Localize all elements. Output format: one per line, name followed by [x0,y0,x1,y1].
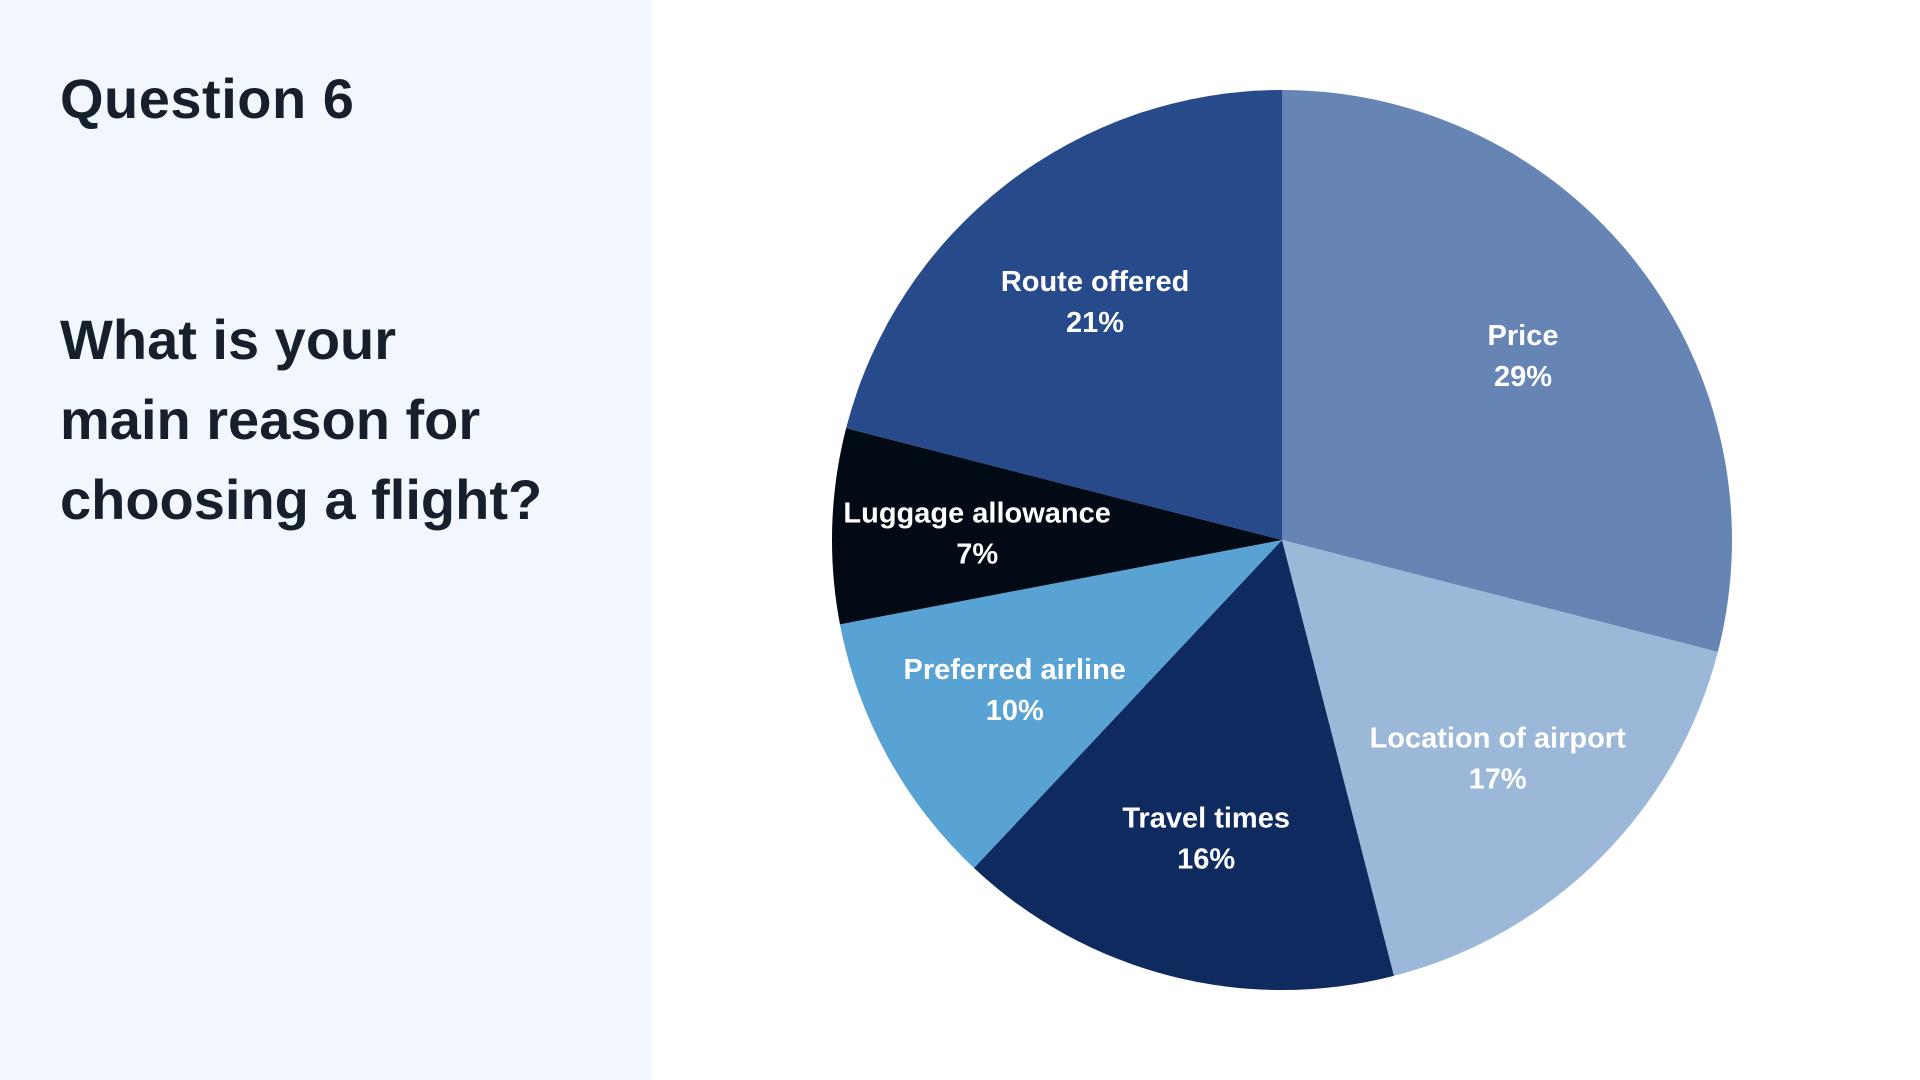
slice-value-travel-times: 16% [1177,843,1235,875]
pie-slice-location-of-airport [1282,540,1718,976]
question-line-2: main reason for [60,388,481,451]
slice-value-luggage-allowance: 7% [956,538,998,570]
question-panel: Question 6 What is your main reason for … [0,0,652,1080]
pie-chart-area: Price 29% Location of airport 17% Travel tim… [652,0,1920,1080]
question-text: What is your main reason for choosing a … [60,300,580,540]
pie-slice-route-offered [846,90,1282,540]
question-number: Question 6 [60,67,355,130]
question-line-3: choosing a flight? [60,468,543,531]
pie-slice-price [1282,90,1732,652]
question-line-1: What is your [60,308,397,371]
pie-slice-luggage-allowance [832,428,1282,625]
pie-labels: Price 29% Location of airport 17% Travel tim… [843,266,1626,875]
slice-value-route-offered: 21% [1066,307,1124,339]
slice-value-location-of-airport: 17% [1469,764,1527,796]
slice-label-location-of-airport: Location of airport [1370,723,1627,755]
slice-value-preferred-airline: 10% [986,695,1044,727]
slice-label-price: Price [1488,320,1559,352]
slice-label-route-offered: Route offered [1001,266,1190,298]
slice-label-preferred-airline: Preferred airline [903,654,1125,686]
slice-value-price: 29% [1494,361,1552,393]
pie-chart: Price 29% Location of airport 17% Travel tim… [832,90,1732,990]
pie-slice-preferred-airline [839,540,1282,869]
slice-label-travel-times: Travel times [1122,802,1290,834]
slice-label-luggage-allowance: Luggage allowance [843,497,1111,529]
pie-slice-travel-times [973,540,1394,990]
pie-slices [832,90,1732,990]
